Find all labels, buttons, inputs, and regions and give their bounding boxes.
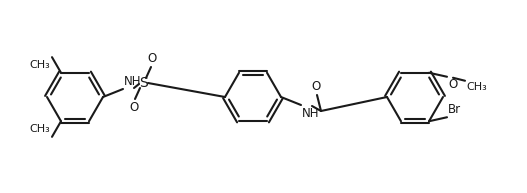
Text: CH₃: CH₃ [466, 82, 487, 92]
Text: O: O [311, 80, 320, 93]
Text: CH₃: CH₃ [30, 60, 50, 70]
Text: NH: NH [124, 75, 142, 88]
Text: O: O [129, 101, 139, 114]
Text: NH: NH [302, 107, 319, 120]
Text: CH₃: CH₃ [30, 124, 50, 134]
Text: Br: Br [448, 103, 461, 116]
Text: O: O [448, 78, 457, 91]
Text: S: S [139, 76, 148, 90]
Text: O: O [148, 52, 157, 65]
